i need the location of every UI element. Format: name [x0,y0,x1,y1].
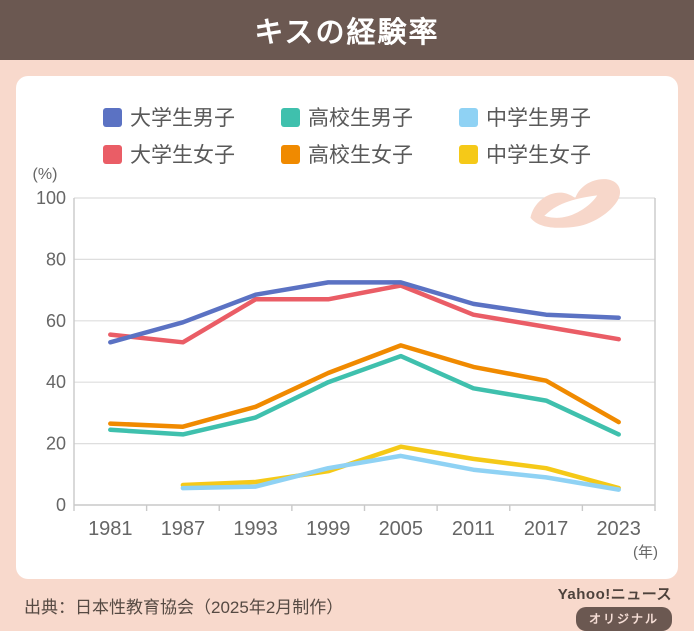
series-line-大学生女子 [108,283,621,345]
lips-icon [530,179,621,228]
series-line-大学生男子 [108,280,621,345]
axis-tick-label: 2017 [524,518,569,540]
y-axis-unit-label: (%) [32,166,58,183]
page-title: キスの経験率 [254,17,440,49]
axis-tick-label: 80 [46,249,66,269]
legend-item: 大学生女子 [103,139,235,169]
axis-tick-label: 1987 [161,518,206,540]
axis-tick-label: 40 [46,372,66,392]
axis-tick-label: 20 [46,434,66,454]
series-line-中学生男子 [180,453,621,492]
brand-badge: オリジナル [575,607,672,631]
legend-swatch [103,144,122,164]
legend-item: 中学生女子 [459,139,591,169]
brand-logo: Yahoo!ニュース [557,586,672,603]
legend-swatch [281,107,300,127]
legend-label: 中学生女子 [486,144,591,167]
axis-tick-label: 1999 [306,518,351,540]
legend-label: 大学生男子 [130,107,235,130]
source-credit: 出典：日本性教育協会（2025年2月制作） [24,598,344,617]
axis-tick-label: 2005 [379,518,424,540]
legend-row: 大学生女子 高校生女子 中学生女子 [103,139,591,169]
legend-label: 高校生女子 [308,144,413,167]
legend-row: 大学生男子 高校生男子 中学生男子 [103,102,591,132]
legend-label: 中学生男子 [486,107,591,130]
legend-swatch [459,107,478,127]
axis-tick-label: 2023 [596,518,641,540]
gridlines [74,197,655,445]
series-line-中学生女子 [180,444,621,491]
legend-item: 高校生男子 [281,102,413,132]
brand-block: Yahoo!ニュース オリジナル [552,583,672,631]
axis-tick-label: 1993 [233,518,278,540]
axes [73,198,656,511]
chart-panel: 大学生男子 高校生男子 中学生男子大学生女子 高校生女子 中学生女子 (%) 0 20 40… [16,76,678,579]
x-axis-tick-labels: 1981 1987 1993 1999 2005 2011 2017 2023 [88,518,641,540]
series-line-高校生女子 [108,343,621,429]
data-series-lines [108,280,621,492]
legend-label: 大学生女子 [130,144,235,167]
axis-tick-label: 60 [46,311,66,331]
series-line-高校生男子 [108,353,621,437]
axis-tick-label: 1981 [88,518,133,540]
legend-label: 高校生男子 [308,107,413,130]
chart-legend: 大学生男子 高校生男子 中学生男子大学生女子 高校生女子 中学生女子 [16,102,678,169]
axis-tick-label: 2011 [452,518,495,540]
legend-swatch [103,107,122,127]
legend-swatch [281,144,300,164]
legend-item: 中学生男子 [459,102,591,132]
axis-tick-label: 100 [36,188,66,208]
line-chart: 0 20 40 60 80 100 1981 1987 1993 1999 2005 2011 201… [36,179,656,540]
legend-item: 高校生女子 [281,139,413,169]
header-bar: キスの経験率 [0,0,694,60]
y-axis-tick-labels: 0 20 40 60 80 100 [36,188,66,515]
axis-tick-label: 0 [56,495,66,515]
x-axis-unit-label: (年) [633,544,658,561]
legend-item: 大学生男子 [103,102,235,132]
legend-swatch [459,144,478,164]
